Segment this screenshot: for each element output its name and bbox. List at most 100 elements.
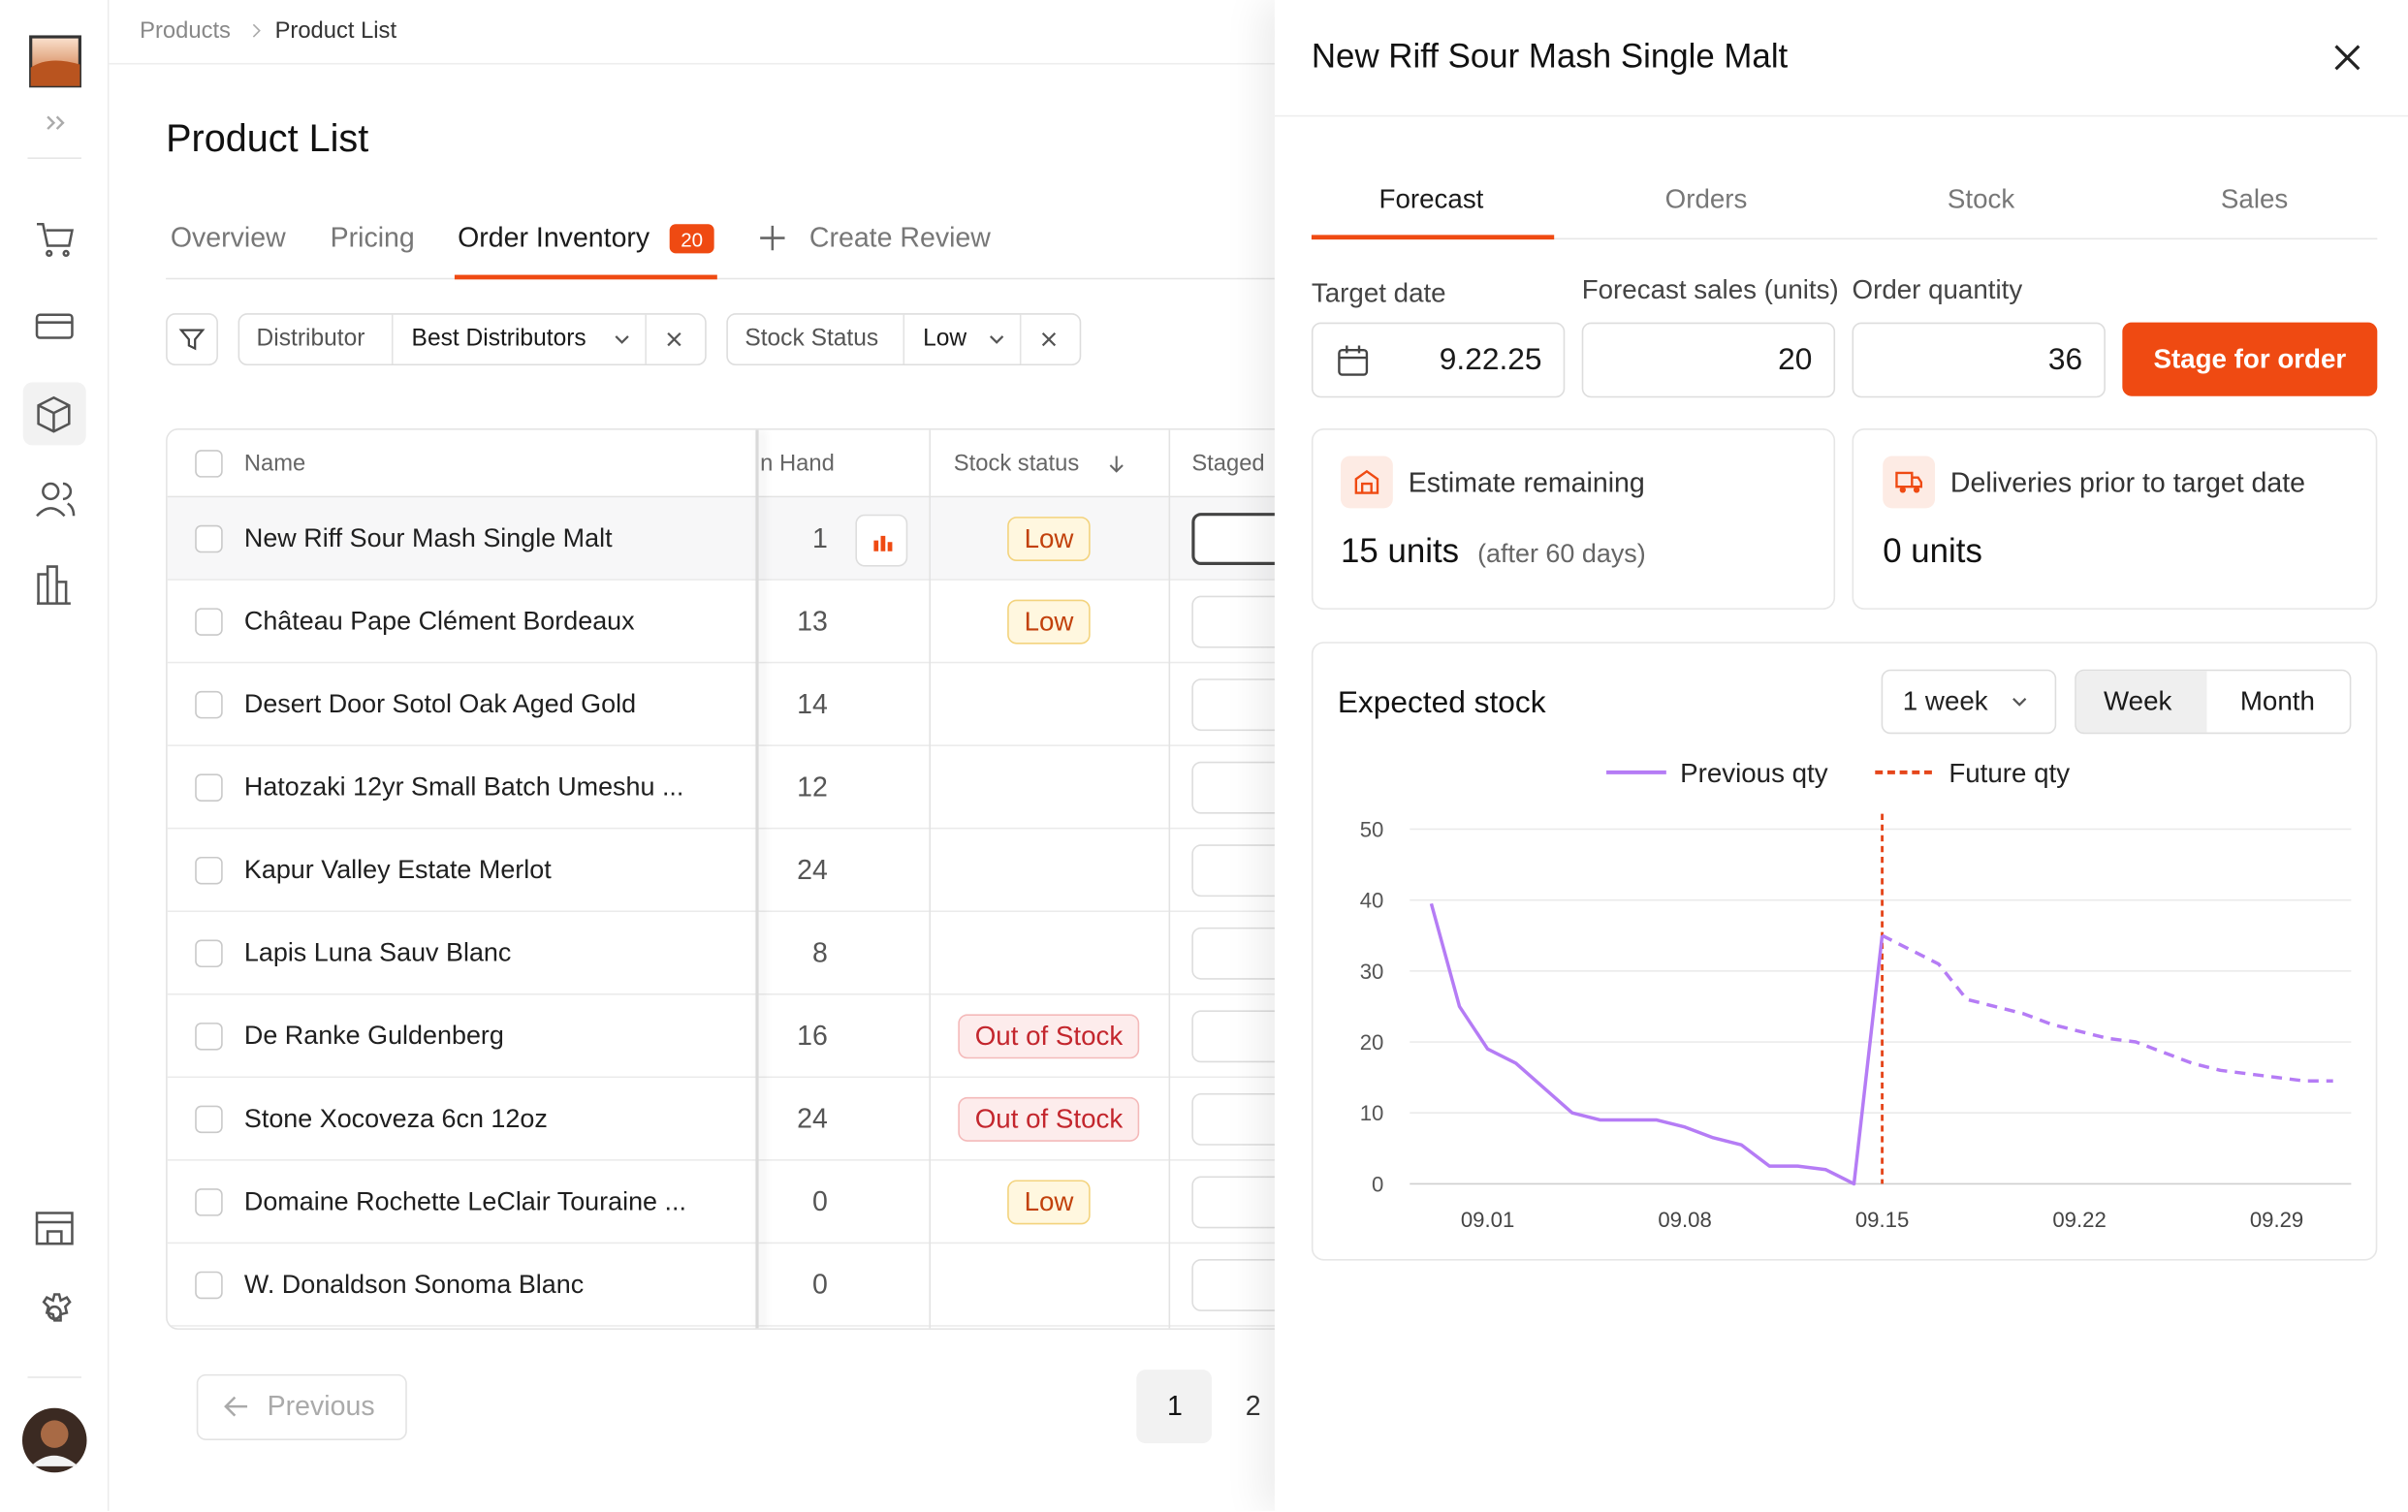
chart-card [1311, 642, 2378, 1261]
toggle-option: Month [2239, 685, 2315, 717]
range-select-label: 1 week [1902, 685, 1988, 717]
chart-title: Expected stock [1338, 684, 1546, 719]
on-hand: 16 [797, 1020, 828, 1052]
checkbox[interactable] [195, 608, 223, 636]
y-tick-label: 30 [1360, 960, 1384, 984]
table-header [167, 429, 1332, 498]
chip-divider [391, 314, 394, 364]
row-divider [167, 744, 1332, 746]
field-label: Order quantity [1852, 273, 2023, 305]
row-divider [167, 661, 1332, 664]
current-page[interactable] [1136, 1370, 1212, 1444]
x-tick-label: 09.22 [2052, 1208, 2106, 1232]
checkbox[interactable] [195, 1105, 223, 1134]
filter-chip[interactable] [238, 313, 707, 366]
data-line [1881, 933, 2333, 1084]
column-header: Name [243, 450, 306, 477]
card-label: Deliveries prior to target date [1949, 467, 2306, 499]
breadcrumb-link: Products [140, 17, 231, 45]
row-divider [167, 827, 1332, 830]
card-value-row: 0 units [1883, 531, 1982, 571]
checkbox[interactable] [195, 450, 223, 478]
range-select[interactable] [1881, 669, 2057, 735]
chevron [2012, 698, 2027, 707]
table: New Riff Sour Mash Single Malt 1 Low Châtea… [166, 427, 1334, 1330]
chip-divider [903, 314, 905, 364]
filter-value: Low [923, 325, 967, 352]
field-input[interactable] [1852, 322, 2106, 398]
filter-label: Distributor [256, 325, 365, 352]
card-note: (after 60 days) [1477, 539, 1646, 569]
field-input[interactable] [1311, 322, 1566, 398]
selected-row [167, 497, 1332, 581]
row-divider [167, 1076, 1332, 1079]
toggle[interactable] [2075, 669, 2352, 735]
checkbox[interactable] [195, 1271, 223, 1300]
filter-button[interactable] [166, 313, 218, 366]
checkbox[interactable] [195, 939, 223, 968]
on-hand: 13 [797, 605, 828, 637]
row-divider [167, 1325, 1332, 1327]
checkbox[interactable] [195, 524, 223, 553]
checkbox[interactable] [195, 1188, 223, 1216]
card-value: 15 units [1340, 531, 1460, 570]
x-tick-label: 09.08 [1658, 1208, 1711, 1232]
chevron [615, 335, 629, 344]
chart-button[interactable] [855, 514, 908, 567]
side-panel: New Riff Sour Mash Single Malt Forecast Or… [1274, 0, 2408, 1511]
previous-button[interactable] [196, 1373, 407, 1440]
product-name: W. Donaldson Sonoma Blanc [243, 1270, 585, 1300]
card-icon-bg [1883, 456, 1936, 509]
filter-chip[interactable] [726, 313, 1082, 366]
field-value: 9.22.25 [1439, 343, 1542, 377]
y-tick-label: 50 [1360, 817, 1384, 841]
panel-tab: Forecast [1378, 183, 1484, 214]
tab: Overview [170, 221, 286, 253]
y-tick-label: 10 [1360, 1101, 1384, 1125]
sort-icon [1109, 456, 1124, 473]
status-pill: Low [1007, 1180, 1091, 1225]
checkbox[interactable] [195, 690, 223, 719]
tab: Create Review [808, 221, 991, 253]
breadcrumb-sep [252, 23, 261, 38]
on-hand: 0 [812, 1269, 828, 1301]
col-divider [1168, 429, 1171, 1329]
field-input[interactable] [1581, 322, 1836, 398]
tab-badge-text: 20 [681, 227, 704, 251]
clear-icon [667, 331, 681, 347]
card-icon [1354, 469, 1379, 494]
calendar-icon [1338, 345, 1369, 376]
sidebar-icons [21, 35, 87, 1473]
chevron [990, 335, 1004, 344]
checkbox[interactable] [195, 773, 223, 802]
page-number: 1 [1166, 1390, 1183, 1422]
panel-title: New Riff Sour Mash Single Malt [1311, 37, 1789, 76]
column-header: Staged [1191, 450, 1265, 477]
stage-button[interactable]: Stage for order [2122, 322, 2378, 396]
x-tick-label: 09.01 [1461, 1208, 1514, 1232]
breadcrumb-current: Product List [274, 17, 397, 45]
on-hand: 0 [812, 1185, 828, 1217]
product-name: New Riff Sour Mash Single Malt [243, 523, 613, 553]
checkbox[interactable] [195, 856, 223, 885]
row-divider [167, 992, 1332, 995]
status-pill: Low [1007, 599, 1091, 645]
info-card [1311, 427, 1836, 610]
plus-icon [760, 225, 785, 251]
card-icon-bg [1340, 456, 1393, 509]
card-icon [1895, 471, 1923, 493]
on-hand: 1 [812, 522, 828, 554]
tab-underline [454, 274, 717, 280]
x-tick-label: 09.29 [2250, 1208, 2303, 1232]
tab: Pricing [330, 221, 415, 253]
sticky-edge [755, 429, 759, 1329]
panel-tabs-divider [1311, 237, 2378, 240]
toggle-active [2075, 671, 2207, 733]
field-value: 20 [1778, 343, 1813, 377]
checkbox[interactable] [195, 1023, 223, 1051]
page-title: Product List [166, 117, 369, 161]
on-hand: 12 [797, 772, 828, 803]
arrow-left [224, 1396, 248, 1417]
